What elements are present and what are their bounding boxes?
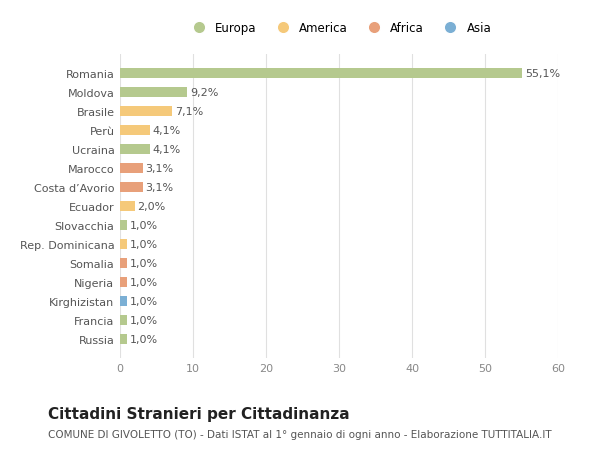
Bar: [120, 334, 127, 344]
Bar: [120, 315, 127, 325]
Bar: [120, 126, 150, 136]
Bar: [120, 106, 172, 117]
Text: 9,2%: 9,2%: [190, 88, 218, 98]
Bar: [120, 88, 187, 98]
Bar: [120, 145, 150, 155]
Text: 3,1%: 3,1%: [146, 183, 173, 193]
Text: 1,0%: 1,0%: [130, 240, 158, 249]
Text: 1,0%: 1,0%: [130, 277, 158, 287]
Text: 3,1%: 3,1%: [146, 164, 173, 174]
Text: 7,1%: 7,1%: [175, 107, 203, 117]
Text: 4,1%: 4,1%: [153, 126, 181, 136]
Text: 4,1%: 4,1%: [153, 145, 181, 155]
Text: COMUNE DI GIVOLETTO (TO) - Dati ISTAT al 1° gennaio di ogni anno - Elaborazione : COMUNE DI GIVOLETTO (TO) - Dati ISTAT al…: [48, 429, 551, 439]
Bar: [120, 182, 143, 193]
Legend: Europa, America, Africa, Asia: Europa, America, Africa, Asia: [187, 22, 491, 34]
Bar: [120, 277, 127, 287]
Bar: [120, 69, 522, 79]
Text: 1,0%: 1,0%: [130, 296, 158, 306]
Text: Cittadini Stranieri per Cittadinanza: Cittadini Stranieri per Cittadinanza: [48, 406, 350, 421]
Bar: [120, 258, 127, 269]
Bar: [120, 220, 127, 231]
Bar: [120, 296, 127, 307]
Text: 1,0%: 1,0%: [130, 258, 158, 269]
Text: 1,0%: 1,0%: [130, 315, 158, 325]
Bar: [120, 163, 143, 174]
Bar: [120, 202, 134, 212]
Text: 1,0%: 1,0%: [130, 220, 158, 230]
Text: 2,0%: 2,0%: [137, 202, 166, 212]
Text: 55,1%: 55,1%: [525, 69, 560, 79]
Bar: [120, 239, 127, 250]
Text: 1,0%: 1,0%: [130, 334, 158, 344]
